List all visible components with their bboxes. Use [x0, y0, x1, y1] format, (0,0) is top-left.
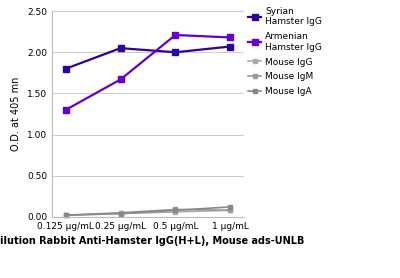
Line: Mouse IgA: Mouse IgA [63, 205, 233, 218]
Armenian
Hamster IgG [63, 108, 68, 111]
Legend: Syrian
Hamster IgG, Armenian
Hamster IgG, Mouse IgG, Mouse IgM, Mouse IgA: Syrian Hamster IgG, Armenian Hamster IgG… [248, 7, 322, 96]
Syrian
Hamster IgG [118, 46, 123, 50]
Y-axis label: O.D. at 405 mn: O.D. at 405 mn [12, 77, 22, 151]
Syrian
Hamster IgG [228, 45, 233, 48]
Mouse IgA [173, 208, 178, 212]
Mouse IgG [63, 214, 68, 217]
Mouse IgM [63, 214, 68, 217]
Mouse IgA [118, 212, 123, 215]
Armenian
Hamster IgG [173, 33, 178, 37]
Line: Mouse IgM: Mouse IgM [63, 207, 233, 218]
Mouse IgG [228, 208, 233, 212]
Mouse IgA [63, 214, 68, 217]
Line: Armenian
Hamster IgG: Armenian Hamster IgG [62, 32, 234, 113]
Mouse IgM [118, 211, 123, 214]
Mouse IgG [173, 210, 178, 214]
Mouse IgM [173, 208, 178, 211]
Line: Syrian
Hamster IgG: Syrian Hamster IgG [62, 43, 234, 72]
Mouse IgA [228, 205, 233, 208]
Mouse IgG [118, 212, 123, 215]
Mouse IgM [228, 208, 233, 212]
Syrian
Hamster IgG [173, 51, 178, 54]
Armenian
Hamster IgG [118, 78, 123, 81]
X-axis label: Dilution Rabbit Anti-Hamster IgG(H+L), Mouse ads-UNLB: Dilution Rabbit Anti-Hamster IgG(H+L), M… [0, 236, 304, 246]
Armenian
Hamster IgG [228, 36, 233, 39]
Syrian
Hamster IgG [63, 67, 68, 70]
Line: Mouse IgG: Mouse IgG [63, 208, 233, 218]
